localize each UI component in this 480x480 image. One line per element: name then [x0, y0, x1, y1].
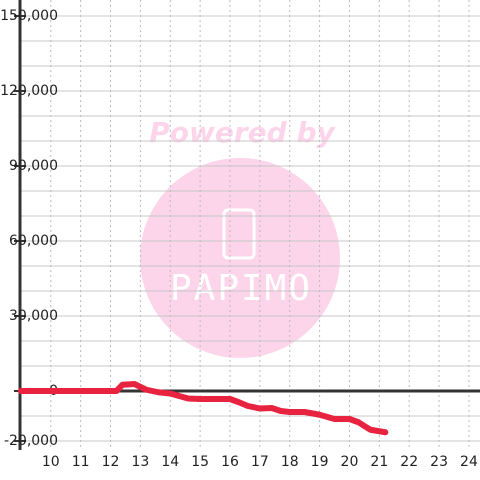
x-tick-label: 18	[281, 454, 299, 470]
y-tick-label: 120,000	[0, 83, 58, 99]
x-tick-label: 21	[370, 454, 388, 470]
x-tick-label: 22	[400, 454, 418, 470]
x-tick-label: 14	[161, 454, 179, 470]
y-tick-label: 60,000	[9, 233, 58, 249]
watermark-logo: PAPIMO	[170, 268, 312, 309]
watermark-text: Powered by	[149, 116, 336, 149]
y-tick-label: 90,000	[9, 158, 58, 174]
x-tick-label: 12	[102, 454, 120, 470]
x-tick-label: 15	[191, 454, 209, 470]
x-tick-label: 13	[131, 454, 149, 470]
x-tick-label: 19	[311, 454, 329, 470]
x-tick-label: 24	[460, 454, 478, 470]
x-tick-label: 23	[430, 454, 448, 470]
x-tick-label: 16	[221, 454, 239, 470]
y-tick-label: -20,000	[4, 433, 58, 449]
data-line	[17, 381, 389, 436]
x-tick-label: 11	[72, 454, 90, 470]
y-tick-label: 30,000	[9, 308, 58, 324]
x-tick-label: 17	[251, 454, 269, 470]
watermark-icon	[222, 208, 256, 260]
y-tick-label: 150,000	[0, 8, 58, 24]
x-tick-label: 20	[341, 454, 359, 470]
x-tick-label: 10	[42, 454, 60, 470]
